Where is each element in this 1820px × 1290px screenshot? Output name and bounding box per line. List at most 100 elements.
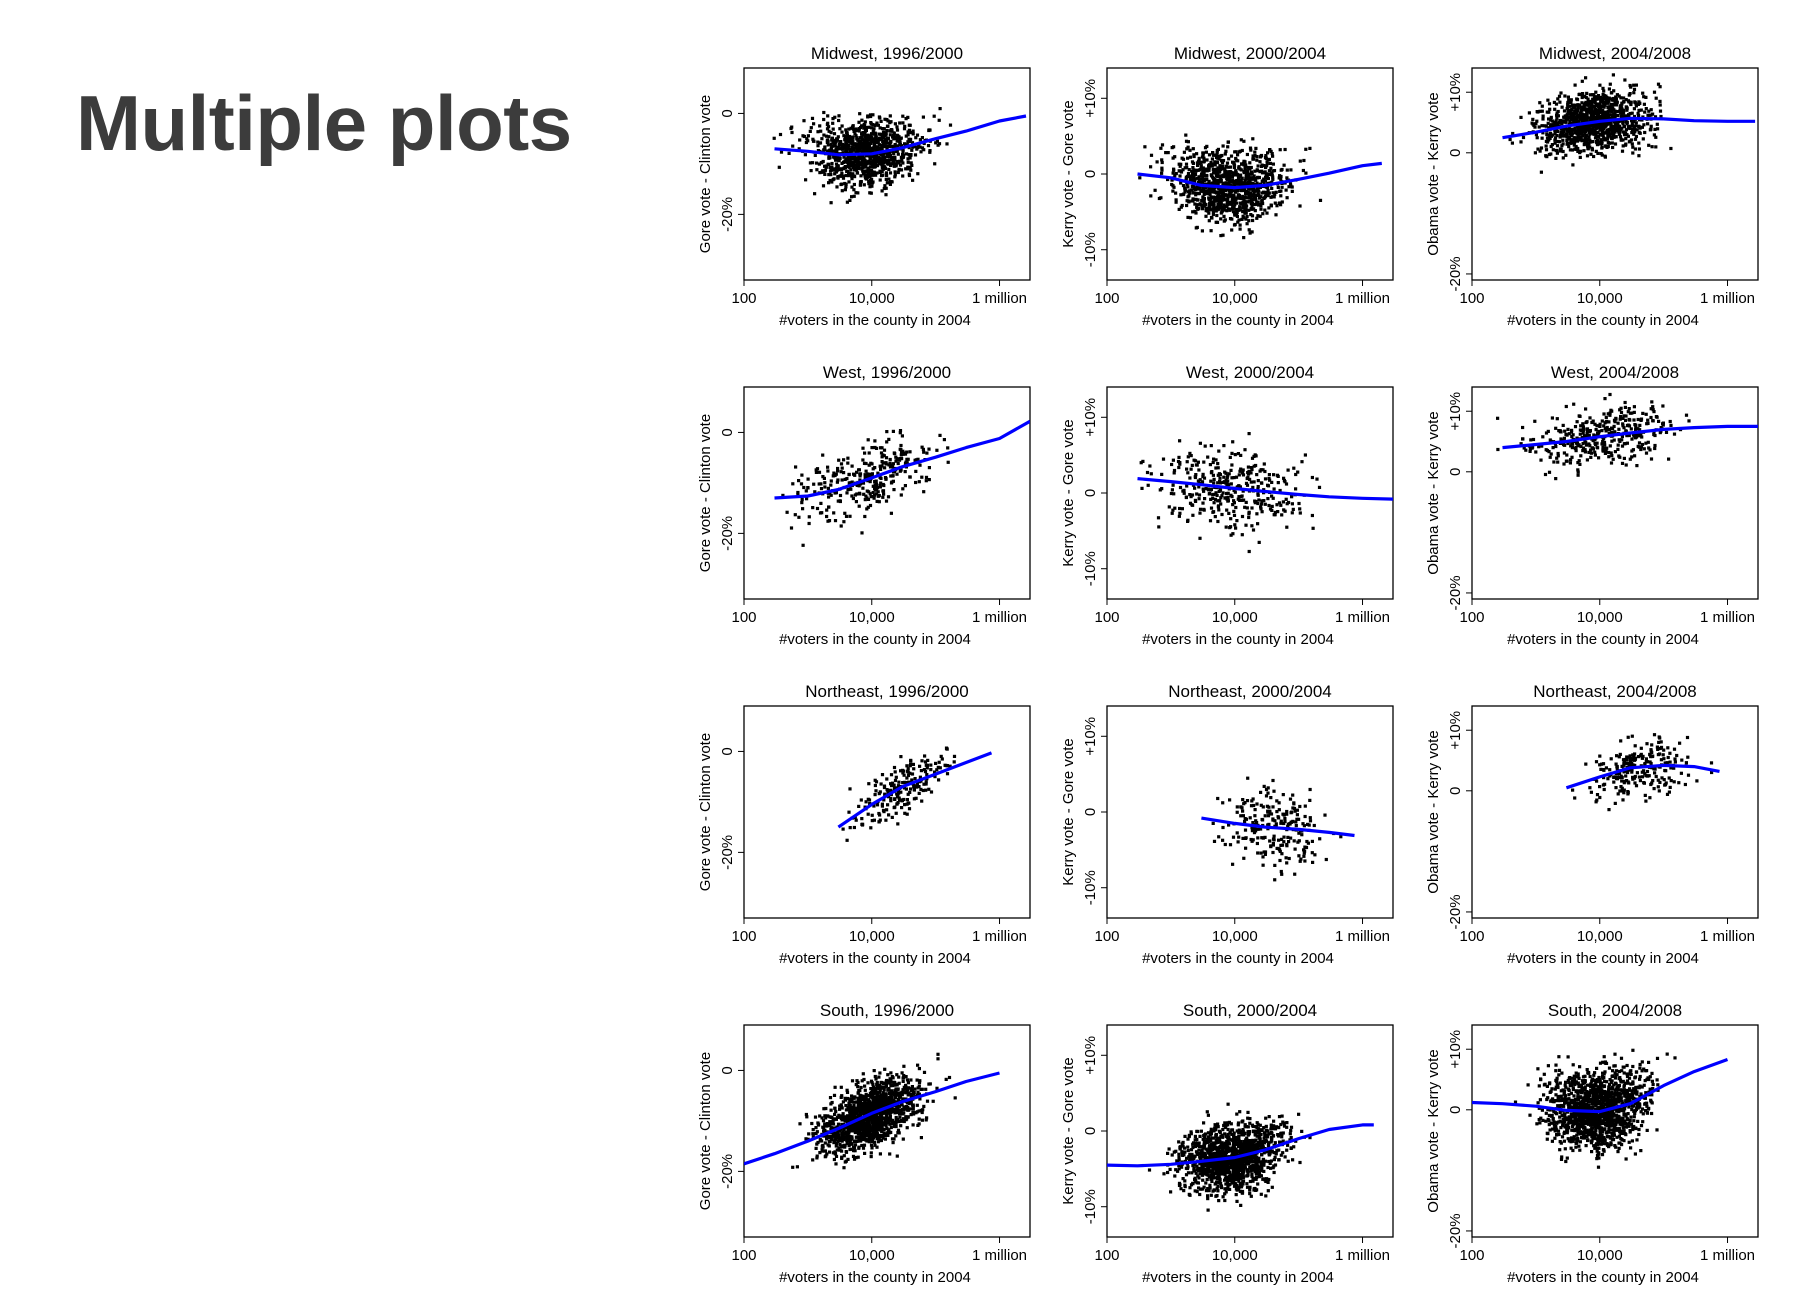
data-point xyxy=(841,142,845,146)
plot-frame xyxy=(1471,67,1759,281)
data-point xyxy=(869,141,873,145)
y-axis-label: Obama vote - Kerry vote xyxy=(1425,411,1442,574)
data-point xyxy=(1191,210,1195,214)
data-point xyxy=(1611,73,1615,77)
data-point xyxy=(823,146,827,150)
data-point xyxy=(1197,485,1201,489)
data-point xyxy=(1216,191,1220,195)
data-point xyxy=(1202,460,1206,464)
data-point xyxy=(1587,126,1591,130)
data-point xyxy=(860,144,864,148)
data-point xyxy=(821,159,825,164)
data-point xyxy=(1310,475,1314,480)
data-point xyxy=(1603,427,1607,431)
data-point xyxy=(858,147,862,151)
data-point xyxy=(1606,145,1610,149)
data-point xyxy=(864,126,868,130)
data-point xyxy=(1301,168,1305,173)
x-axis-label: #voters in the county in 2004 xyxy=(779,312,971,329)
plot-frame xyxy=(743,67,1031,281)
data-point xyxy=(867,451,871,455)
data-point xyxy=(1576,461,1580,465)
data-point xyxy=(855,470,859,474)
data-point xyxy=(1255,216,1259,220)
data-point xyxy=(1230,463,1234,467)
data-point xyxy=(1172,471,1176,475)
data-point xyxy=(1615,100,1619,104)
data-point xyxy=(1623,405,1627,409)
data-point xyxy=(1177,514,1181,518)
data-point xyxy=(1191,147,1195,151)
data-point xyxy=(1189,454,1193,458)
data-point xyxy=(861,156,865,160)
y-axis-label: Kerry vote - Gore vote xyxy=(1060,100,1077,248)
data-point xyxy=(1270,480,1274,484)
data-point xyxy=(1233,523,1237,527)
data-point xyxy=(1225,161,1230,165)
data-point xyxy=(1667,457,1671,461)
data-point xyxy=(785,510,789,514)
data-point xyxy=(809,126,813,130)
data-point xyxy=(1611,102,1615,106)
data-point xyxy=(1653,127,1657,131)
data-point xyxy=(1161,457,1166,461)
data-point xyxy=(855,146,859,150)
data-point xyxy=(845,838,849,842)
data-point xyxy=(1632,418,1636,422)
data-point xyxy=(825,127,830,131)
data-point xyxy=(1634,102,1638,106)
data-point xyxy=(1207,166,1211,170)
data-point xyxy=(1612,96,1616,101)
data-point xyxy=(829,168,833,172)
data-point xyxy=(1233,212,1237,216)
data-point xyxy=(1230,476,1234,480)
data-point xyxy=(1219,177,1223,181)
data-point xyxy=(1557,94,1562,98)
data-point xyxy=(1232,509,1236,513)
data-point xyxy=(1215,161,1220,165)
data-point xyxy=(1652,733,1657,737)
data-point xyxy=(1576,149,1580,153)
data-point xyxy=(1250,826,1254,830)
data-point xyxy=(1171,483,1175,487)
data-point xyxy=(905,461,909,465)
data-point xyxy=(1535,110,1539,114)
data-point xyxy=(852,161,856,165)
data-point xyxy=(868,157,872,161)
data-point xyxy=(1253,176,1257,181)
data-point xyxy=(1216,156,1220,160)
data-point xyxy=(1275,473,1279,477)
data-point xyxy=(1233,182,1237,186)
data-point xyxy=(861,458,865,462)
data-point xyxy=(874,492,879,496)
data-point xyxy=(1583,108,1587,112)
data-point xyxy=(896,461,900,466)
data-point xyxy=(1241,814,1245,818)
data-point xyxy=(1599,152,1603,156)
data-point xyxy=(822,170,826,174)
data-point xyxy=(1247,512,1251,516)
data-point xyxy=(1608,392,1612,397)
data-point xyxy=(801,507,805,511)
data-point xyxy=(1149,153,1154,157)
data-point xyxy=(1627,424,1632,428)
data-point xyxy=(1616,128,1620,132)
data-point xyxy=(1590,104,1594,108)
data-point xyxy=(1658,780,1662,784)
data-point xyxy=(1592,154,1596,159)
data-point xyxy=(1522,446,1526,450)
data-point xyxy=(1556,97,1560,101)
data-point xyxy=(1622,781,1626,785)
data-point xyxy=(1224,525,1228,529)
data-point xyxy=(907,146,911,150)
data-point xyxy=(1585,91,1589,95)
data-point xyxy=(919,787,923,791)
data-point xyxy=(1271,154,1275,158)
data-point xyxy=(1573,147,1577,151)
data-point xyxy=(1545,155,1549,159)
data-point xyxy=(1202,489,1206,493)
data-point xyxy=(872,127,876,131)
data-point xyxy=(1552,100,1556,104)
data-point xyxy=(1212,205,1216,209)
